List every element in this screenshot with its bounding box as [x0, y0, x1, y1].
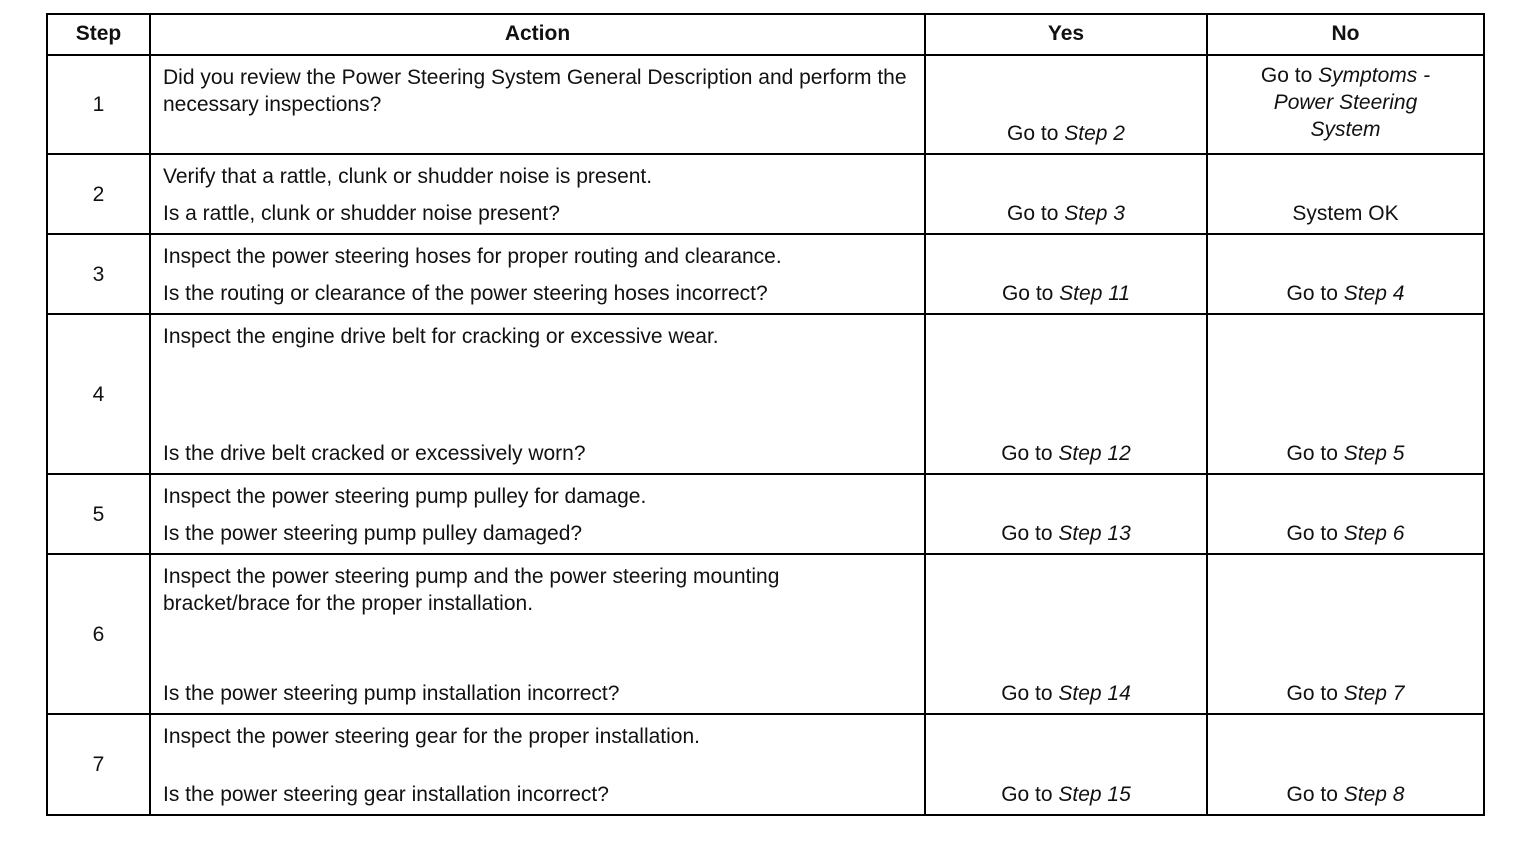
action-cell: Verify that a rattle, clunk or shudder n…: [149, 155, 924, 233]
no-target: Step 7: [1343, 682, 1405, 705]
no-target: Symptoms - Power Steering System: [1273, 64, 1431, 141]
no-prefix: Go to: [1286, 442, 1344, 465]
header-no: No: [1206, 15, 1483, 54]
yes-target: Step 11: [1059, 282, 1131, 305]
action-cell: Inspect the power steering hoses for pro…: [149, 235, 924, 313]
step-number: 7: [48, 715, 149, 814]
step-number-text: 4: [92, 382, 105, 406]
table-row: 2 Verify that a rattle, clunk or shudder…: [48, 153, 1483, 233]
action-cell: Did you review the Power Steering System…: [149, 56, 924, 153]
yes-cell: Go to Step 2: [924, 56, 1206, 153]
table-row: 7 Inspect the power steering gear for th…: [48, 713, 1483, 814]
yes-prefix: Go to: [1001, 282, 1060, 305]
diagnostic-table: Step Action Yes No 1 Did you review the …: [46, 13, 1485, 816]
no-prefix: Go to: [1286, 282, 1344, 305]
yes-prefix: Go to: [1001, 442, 1059, 465]
yes-target: Step 12: [1058, 442, 1131, 465]
step-number: 3: [48, 235, 149, 313]
yes-target: Step 14: [1058, 682, 1131, 705]
yes-cell: Go to Step 13: [924, 475, 1206, 553]
no-cell: Go to Step 4: [1206, 235, 1483, 313]
step-number-text: 6: [92, 622, 105, 646]
no-target: Step 4: [1343, 282, 1405, 305]
action-cell: Inspect the power steering pump pulley f…: [149, 475, 924, 553]
action-text: Inspect the power steering hoses for pro…: [163, 245, 782, 268]
step-number: 6: [48, 555, 149, 713]
table-row: 1 Did you review the Power Steering Syst…: [48, 54, 1483, 153]
header-yes: Yes: [924, 15, 1206, 54]
header-action: Action: [149, 15, 924, 54]
yes-cell: Go to Step 3: [924, 155, 1206, 233]
no-target: Step 5: [1343, 442, 1405, 465]
header-step: Step: [75, 22, 122, 45]
no-prefix: Go to: [1286, 682, 1344, 705]
yes-prefix: Go to: [1001, 682, 1059, 705]
no-cell: Go to Step 5: [1206, 315, 1483, 473]
no-prefix: Go to: [1286, 522, 1344, 545]
yes-prefix: Go to: [1007, 202, 1065, 225]
yes-cell: Go to Step 15: [924, 715, 1206, 814]
step-number: 5: [48, 475, 149, 553]
yes-target: Step 15: [1058, 783, 1131, 806]
action-cell: Inspect the power steering gear for the …: [149, 715, 924, 814]
action-question: Is a rattle, clunk or shudder noise pres…: [163, 202, 560, 225]
action-text: Did you review the Power Steering System…: [163, 66, 907, 116]
table-row: 6 Inspect the power steering pump and th…: [48, 553, 1483, 713]
action-cell: Inspect the power steering pump and the …: [149, 555, 924, 713]
no-cell: Go to Step 7: [1206, 555, 1483, 713]
action-question: Is the power steering pump installation …: [163, 682, 620, 705]
step-number-text: 5: [92, 502, 105, 526]
step-number: 1: [48, 56, 149, 153]
yes-target: Step 3: [1064, 202, 1125, 225]
yes-cell: Go to Step 14: [924, 555, 1206, 713]
action-question: Is the power steering gear installation …: [163, 783, 609, 806]
action-text: Inspect the power steering gear for the …: [163, 725, 700, 748]
yes-target: Step 13: [1058, 522, 1131, 545]
action-text: Inspect the engine drive belt for cracki…: [163, 325, 719, 348]
no-cell: Go to Symptoms - Power Steering System: [1206, 56, 1483, 153]
yes-prefix: Go to: [1001, 783, 1059, 806]
no-cell: Go to Step 8: [1206, 715, 1483, 814]
step-number-text: 2: [92, 182, 105, 206]
no-cell: Go to Step 6: [1206, 475, 1483, 553]
step-number-text: 1: [92, 93, 105, 116]
action-question: Is the routing or clearance of the power…: [163, 282, 768, 305]
no-prefix: System OK: [1292, 202, 1399, 225]
table-row: 4 Inspect the engine drive belt for crac…: [48, 313, 1483, 473]
action-question: Is the drive belt cracked or excessively…: [163, 442, 586, 465]
no-prefix: Go to: [1286, 783, 1344, 806]
yes-cell: Go to Step 11: [924, 235, 1206, 313]
step-number: 2: [48, 155, 149, 233]
action-text: Verify that a rattle, clunk or shudder n…: [163, 165, 653, 188]
yes-target: Step 2: [1064, 122, 1125, 145]
yes-prefix: Go to: [1001, 522, 1059, 545]
yes-cell: Go to Step 12: [924, 315, 1206, 473]
table-row: 3 Inspect the power steering hoses for p…: [48, 233, 1483, 313]
action-text: Inspect the power steering pump and the …: [163, 565, 780, 615]
yes-prefix: Go to: [1007, 122, 1065, 145]
table-header: Step Action Yes No: [48, 15, 1483, 54]
table-row: 5 Inspect the power steering pump pulley…: [48, 473, 1483, 553]
action-cell: Inspect the engine drive belt for cracki…: [149, 315, 924, 473]
no-prefix: Go to: [1260, 64, 1319, 87]
action-question: Is the power steering pump pulley damage…: [163, 522, 583, 545]
step-number: 4: [48, 315, 149, 473]
step-number-text: 7: [92, 753, 105, 776]
no-cell: System OK: [1206, 155, 1483, 233]
no-target: Step 6: [1343, 522, 1405, 545]
action-text: Inspect the power steering pump pulley f…: [163, 485, 647, 508]
step-number-text: 3: [92, 262, 105, 286]
no-target: Step 8: [1343, 783, 1405, 806]
